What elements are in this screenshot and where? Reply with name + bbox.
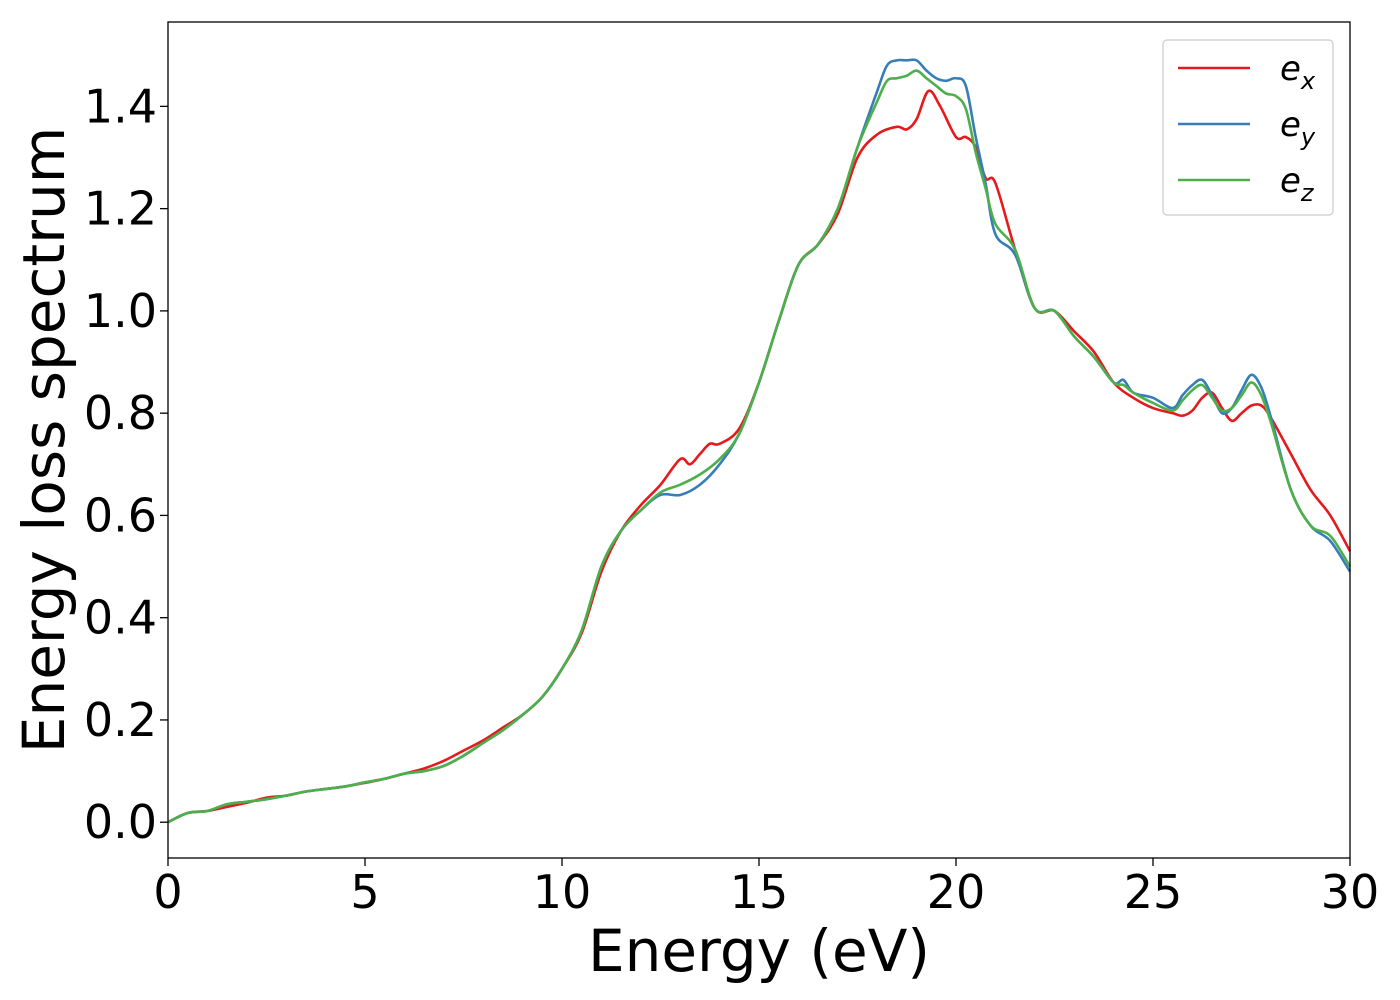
series-line-e-z (167, 69, 1352, 824)
x-tick-label: 10 (533, 865, 592, 919)
y-tick-label: 1.2 (84, 182, 157, 236)
y-tick-label: 0.2 (84, 693, 157, 747)
x-tick-label: 30 (1321, 865, 1380, 919)
y-axis-label: Energy loss spectrum (10, 127, 78, 753)
x-tick-label: 25 (1124, 865, 1183, 919)
series-layer (167, 58, 1352, 824)
x-axis-label: Energy (eV) (588, 917, 930, 985)
ticks-layer: 0 5 10 15 20 25 30 0.0 0.2 0.4 0.6 0.8 1.0 1.2 1.4 (84, 79, 1379, 919)
legend-label-z: ez (1280, 161, 1315, 207)
y-tick-label: 0.8 (84, 386, 157, 440)
y-tick-label: 0.4 (84, 591, 157, 645)
legend-frame (1162, 39, 1334, 216)
legend-label-y: ey (1280, 105, 1316, 151)
y-tick-label: 0.6 (84, 488, 157, 542)
plot-frame (167, 21, 1351, 859)
y-tick-label: 1.4 (84, 79, 157, 133)
legend-label-x: ex (1280, 49, 1316, 95)
y-tick-label: 1.0 (84, 284, 157, 338)
legend-items: ex ey ez (1178, 49, 1316, 207)
y-tick-label: 0.0 (84, 795, 157, 849)
plot-area (168, 22, 1350, 858)
x-tick-label: 5 (350, 865, 379, 919)
x-tick-label: 15 (730, 865, 789, 919)
legend: ex ey ez (1162, 39, 1334, 216)
x-tick-label: 20 (927, 865, 986, 919)
x-tick-label: 0 (153, 865, 182, 919)
